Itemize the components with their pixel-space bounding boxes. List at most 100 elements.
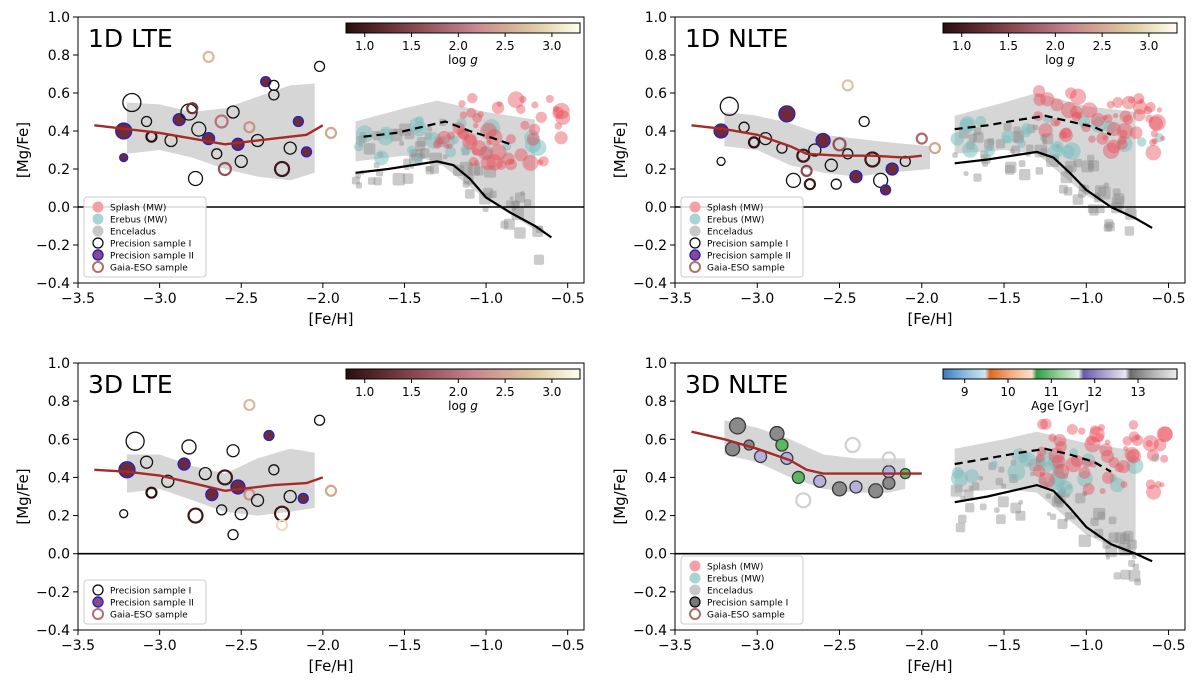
legend-label: Erebus (MW): [110, 216, 167, 226]
erebus-marker: [959, 116, 976, 132]
colorbar-tick-label: 1.5: [402, 385, 421, 399]
enceladus-marker: [425, 166, 434, 175]
precision-star-marker: [230, 479, 246, 495]
erebus-marker: [1047, 143, 1063, 159]
y-tick-label: 0.0: [645, 547, 667, 563]
y-tick-label: −0.4: [633, 276, 667, 292]
erebus-marker: [1116, 136, 1133, 153]
panel-1: −3.5 −3.0 −2.5 −2.0 −1.5 −1.0 −0.5 −0.4 −0.2 0.0 0…: [611, 10, 1186, 328]
splash-marker: [1096, 132, 1109, 145]
x-tick-label: −2.0: [306, 291, 340, 307]
splash-marker: [554, 122, 563, 130]
splash-marker: [1102, 142, 1120, 159]
splash-marker: [1145, 479, 1156, 490]
field-star-cloud: [950, 85, 1166, 236]
panel-title: 1D LTE: [88, 24, 173, 53]
enceladus-marker: [1026, 144, 1034, 152]
enceladus-marker: [1128, 569, 1141, 582]
precision-star-marker: [177, 457, 191, 471]
field-star-cloud: [351, 91, 571, 265]
erebus-marker: [1136, 137, 1147, 147]
splash-marker: [1124, 446, 1140, 462]
splash-marker: [1133, 100, 1148, 115]
legend-label: Precision sample I: [707, 599, 788, 609]
precision-star-marker: [747, 136, 761, 149]
enceladus-marker: [1128, 559, 1136, 567]
colorbar-label-var: g: [1067, 53, 1075, 67]
colorbar-tick-label: 13: [1130, 385, 1145, 399]
precision-star-marker: [292, 115, 305, 128]
splash-marker: [1119, 129, 1128, 138]
enceladus-marker: [963, 171, 969, 176]
enceladus-marker: [1083, 491, 1088, 496]
enceladus-marker: [1005, 161, 1017, 173]
legend-symbol-precision-ii: [92, 249, 104, 261]
colorbar-label: log g: [448, 399, 478, 413]
y-tick-label: 0.0: [48, 200, 70, 216]
splash-marker: [1098, 423, 1106, 431]
colorbar-label-var: g: [470, 53, 478, 67]
enceladus-marker: [1042, 139, 1048, 144]
y-axis-label: [Mg/Fe]: [14, 468, 32, 524]
solid-trend-line: [954, 150, 1153, 229]
legend-symbol-gaia-eso: [92, 261, 104, 273]
legend-symbol-gaia-eso: [689, 261, 701, 273]
precision-star-marker: [842, 148, 854, 160]
erebus-marker: [1048, 473, 1066, 491]
enceladus-marker: [355, 182, 363, 189]
enceladus-marker: [403, 158, 412, 167]
legend-label: Precision sample II: [110, 599, 194, 609]
plot-area: [691, 417, 1173, 586]
enceladus-marker: [505, 200, 514, 209]
legend-label: Precision sample II: [110, 252, 194, 262]
enceladus-marker: [479, 192, 491, 205]
splash-marker: [458, 129, 470, 141]
x-tick-label: −3.5: [61, 638, 95, 654]
splash-marker: [472, 113, 483, 123]
enceladus-marker: [442, 154, 448, 160]
legend-label: Gaia-ESO sample: [110, 611, 188, 621]
splash-marker: [1126, 448, 1142, 464]
erebus-marker: [1021, 122, 1033, 135]
y-tick-label: 1.0: [48, 356, 70, 372]
splash-marker: [446, 143, 453, 149]
x-tick-label: −2.0: [905, 291, 939, 307]
y-tick-label: −0.2: [36, 585, 70, 601]
splash-marker: [1054, 463, 1070, 479]
splash-marker: [496, 101, 503, 107]
splash-marker: [491, 101, 505, 114]
x-tick-label: −3.0: [740, 638, 774, 654]
solid-trend-line: [355, 160, 553, 239]
enceladus-marker: [979, 503, 987, 511]
splash-marker: [480, 122, 497, 140]
erebus-marker: [356, 125, 374, 143]
splash-marker: [1086, 435, 1097, 446]
legend-symbol-enceladus: [92, 225, 104, 237]
enceladus-marker: [1090, 517, 1099, 526]
splash-marker: [1088, 135, 1096, 143]
x-tick-label: −1.0: [1069, 291, 1103, 307]
y-tick-label: 0.0: [645, 200, 667, 216]
precision-star-marker: [216, 469, 234, 486]
splash-marker: [1114, 462, 1125, 473]
splash-marker: [1148, 116, 1163, 131]
precision-star-marker: [118, 461, 136, 479]
erebus-marker: [1018, 451, 1030, 463]
splash-marker: [514, 148, 528, 162]
splash-marker: [502, 152, 515, 166]
enceladus-marker: [1078, 534, 1091, 547]
y-tick-label: 0.6: [645, 432, 667, 448]
erebus-marker: [482, 119, 501, 137]
enceladus-marker: [1009, 148, 1015, 154]
enceladus-marker: [1098, 186, 1111, 200]
splash-marker: [1070, 88, 1087, 105]
splash-marker: [1066, 423, 1078, 435]
precision-star-marker: [324, 126, 338, 139]
axes-frame: [77, 362, 585, 631]
precision-star-marker: [864, 151, 881, 168]
enceladus-marker: [1113, 572, 1121, 580]
y-tick-label: 0.6: [48, 86, 70, 102]
precision-star-marker: [122, 92, 142, 113]
erebus-marker: [480, 145, 494, 159]
plot-area: [94, 50, 571, 265]
